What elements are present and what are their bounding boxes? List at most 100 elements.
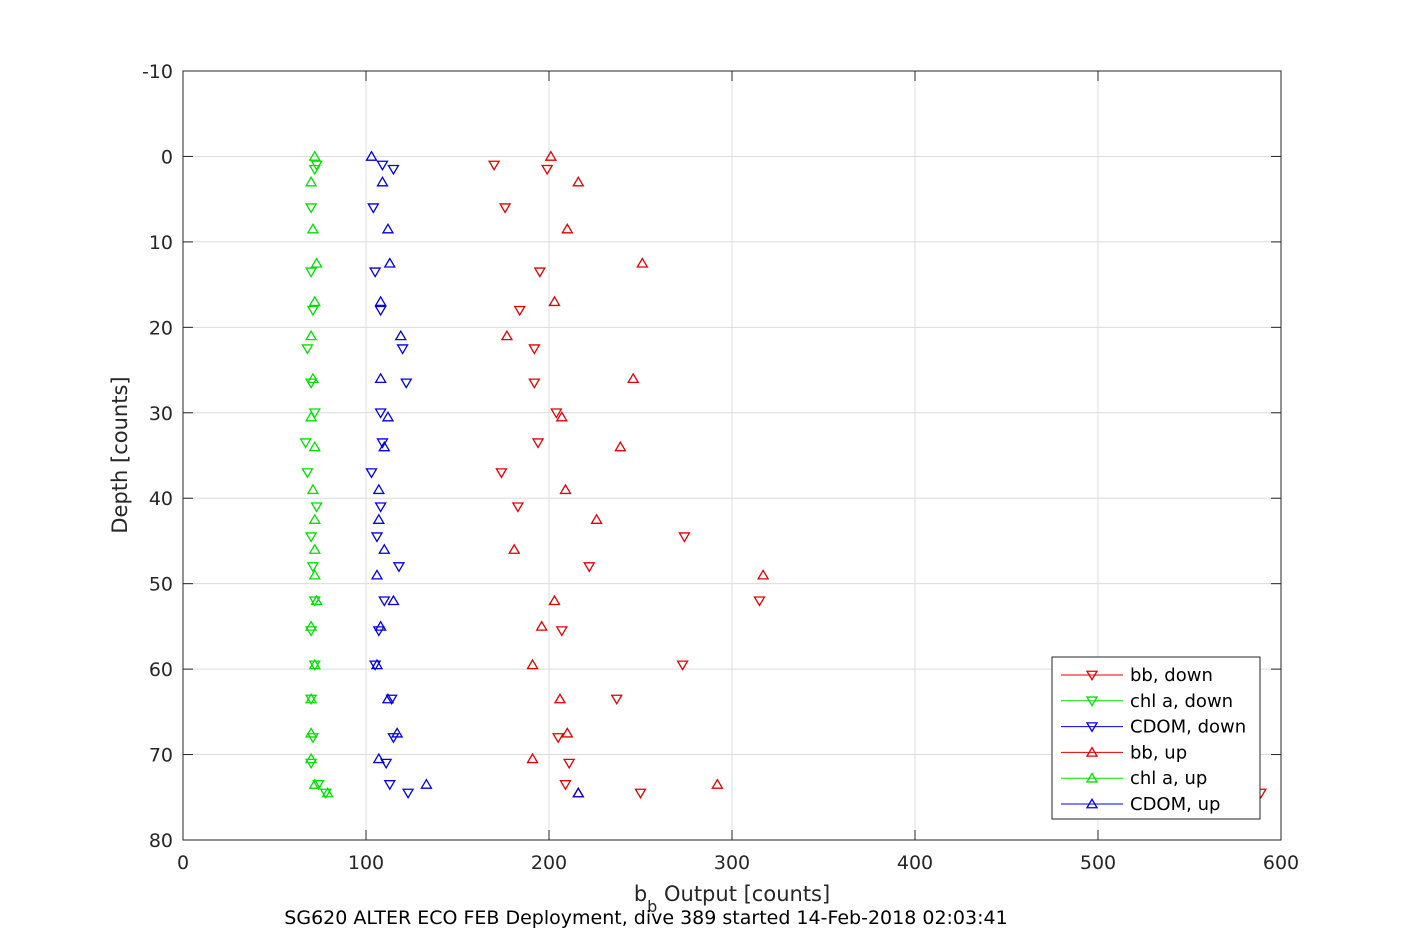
legend-label: bb, up [1130,742,1187,763]
data-point [400,378,413,389]
data-point [304,267,318,278]
data-point [308,569,321,580]
data-point [308,295,321,307]
data-point [559,483,572,495]
data-point [387,594,400,606]
data-point [319,788,332,800]
x-tick-label: 100 [348,852,384,874]
y-tick-label: 40 [149,488,173,510]
legend-item[interactable]: chl a, up [1061,768,1207,789]
y-tick-label: -10 [142,61,173,83]
legend-item[interactable]: chl a, down [1061,691,1233,712]
data-point [321,786,334,798]
data-point [369,267,382,278]
series-bb-down [487,160,1268,800]
legend-marker [1085,797,1099,809]
legend-marker [1085,670,1099,682]
data-point [627,372,640,384]
legend-label: CDOM, down [1130,717,1246,738]
legend-box [1051,656,1261,820]
data-point [306,305,320,317]
data-point [306,483,320,495]
legend-marker [1085,772,1099,783]
data-point [308,658,321,670]
data-point [299,438,312,449]
legend-item[interactable]: bb, down [1061,665,1213,686]
data-point [376,160,389,172]
data-point [487,160,501,172]
legend[interactable]: bb, down chl a, down CDOM, down bb, up chl a… [1051,656,1261,820]
data-point [678,532,691,543]
x-tick-label: 600 [1263,852,1299,874]
data-point [374,502,387,513]
data-point [304,727,318,738]
caption: SG620 ALTER ECO FEB Deployment, dive 389… [284,907,1007,929]
x-tick-label: 300 [714,852,750,874]
legend-label: chl a, up [1130,768,1207,789]
x-tick-label: 500 [1080,852,1116,874]
data-point [378,440,391,452]
data-point [374,372,387,384]
data-point [753,596,766,607]
data-point [308,513,321,524]
data-point [310,502,323,513]
data-point [394,329,407,341]
data-point [550,408,563,419]
data-point [528,344,541,355]
data-point [312,780,325,791]
legend-marker [1085,746,1099,757]
data-point [390,727,404,738]
data-point [310,257,323,268]
data-point [711,778,724,789]
data-point [372,626,385,637]
data-point [304,752,318,764]
data-point [365,468,378,479]
data-point [308,543,321,554]
data-point [374,305,387,317]
data-point [372,513,385,524]
data-point [370,532,384,543]
y-axis-label: Depth [counts] [108,376,132,533]
data-point [369,660,382,671]
data-point [559,780,572,791]
data-point [500,329,514,341]
data-point [383,257,396,268]
data-point [526,752,539,764]
data-point [304,378,318,389]
data-point [610,694,623,706]
x-tick-label: 200 [531,852,567,874]
data-point [508,543,521,554]
data-point [392,562,406,573]
legend-item[interactable]: bb, up [1061,742,1187,763]
data-point [370,569,384,580]
data-point [383,780,396,791]
data-point [370,658,384,670]
x-tick-label: 0 [177,852,189,874]
data-point [561,727,574,738]
data-point [495,468,508,479]
data-point [498,203,512,214]
data-point [676,660,689,671]
x-axis-ticks: 0 100 200 300 400 500 600 [177,71,1299,874]
data-point [385,694,398,706]
data-point [553,692,567,704]
data-point [420,778,433,789]
legend-item[interactable]: CDOM, up [1061,794,1220,815]
legend-label: bb, down [1130,665,1213,686]
data-point [552,733,565,744]
data-point [572,786,585,798]
series-cdom-down [365,160,415,800]
data-point [304,758,318,770]
data-point [555,411,568,422]
legend-label: CDOM, up [1130,794,1220,815]
data-point [541,164,554,176]
data-point [308,778,321,789]
data-point [535,620,548,631]
series-cdom-up [365,150,585,798]
data-point [756,569,770,580]
data-point [561,223,574,234]
data-point [381,223,395,234]
data-point [372,483,385,495]
legend-item[interactable]: CDOM, down [1061,717,1246,738]
legend-label: chl a, down [1130,691,1233,712]
